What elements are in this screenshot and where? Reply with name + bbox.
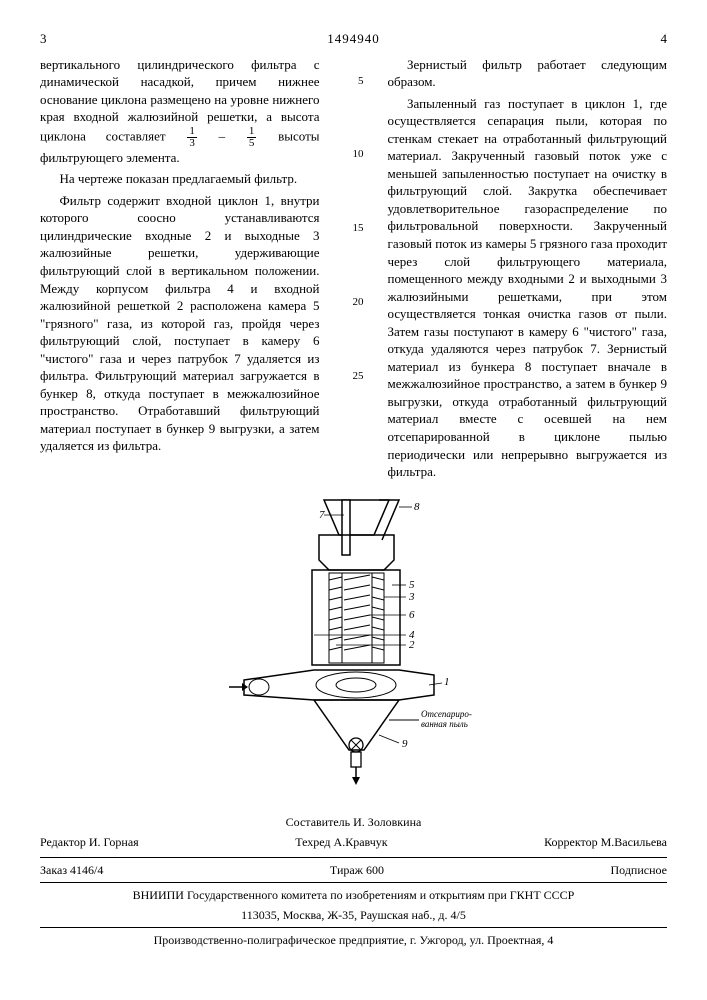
press-line: Производственно-полиграфическое предприя… xyxy=(40,932,667,948)
line-number: 15 xyxy=(344,221,364,236)
order-number: Заказ 4146/4 xyxy=(40,862,103,878)
dust-label: Отсепариро- ванная пыль xyxy=(421,709,474,729)
fraction: 1 3 xyxy=(187,126,197,149)
line-number: 20 xyxy=(344,295,364,310)
footer-order-line: Заказ 4146/4 Тираж 600 Подписное xyxy=(40,862,667,878)
callout-7: 7 xyxy=(319,509,325,521)
line-number: 25 xyxy=(344,369,364,384)
org-line-1: ВНИИПИ Государственного комитета по изоб… xyxy=(40,887,667,903)
corrector-credit: Корректор М.Васильева xyxy=(544,834,667,850)
left-column: вертикального цилиндрического фильтра с … xyxy=(40,56,320,485)
divider xyxy=(40,927,667,928)
paragraph: вертикального цилиндрического фильтра с … xyxy=(40,56,320,167)
callout-8: 8 xyxy=(414,501,420,513)
divider xyxy=(40,882,667,883)
text-columns: вертикального цилиндрического фильтра с … xyxy=(40,56,667,485)
paragraph: Зернистый фильтр работает следующим обра… xyxy=(388,56,668,91)
right-column: Зернистый фильтр работает следующим обра… xyxy=(388,56,668,485)
callout-3: 3 xyxy=(408,591,415,603)
technical-figure: 7 8 5 3 6 4 2 1 9 Отсепариро- ванная пыл… xyxy=(40,495,667,800)
tirazh: Тираж 600 xyxy=(330,862,384,878)
subscription: Подписное xyxy=(611,862,668,878)
paragraph: Фильтр содержит входной циклон 1, внутри… xyxy=(40,192,320,455)
document-number: 1494940 xyxy=(47,30,661,48)
filter-diagram-svg: 7 8 5 3 6 4 2 1 9 Отсепариро- ванная пыл… xyxy=(224,495,484,795)
org-line-2: 113035, Москва, Ж-35, Раушская наб., д. … xyxy=(40,907,667,923)
callout-9: 9 xyxy=(402,738,408,750)
line-number: 5 xyxy=(344,74,364,89)
page-number-right: 4 xyxy=(661,30,668,48)
fraction: 1 5 xyxy=(247,126,257,149)
callout-2: 2 xyxy=(409,639,415,651)
credits-row: Редактор И. Горная Техред А.Кравчук Корр… xyxy=(40,834,667,850)
compiler-credit: Составитель И. Золовкина xyxy=(40,814,667,830)
editor-credit: Редактор И. Горная xyxy=(40,834,139,850)
paragraph: На чертеже показан предлагаемый фильтр. xyxy=(40,170,320,188)
tech-credit: Техред А.Кравчук xyxy=(295,834,387,850)
divider xyxy=(40,857,667,858)
line-number-gutter: 5 10 15 20 25 xyxy=(344,56,364,485)
paragraph: Запыленный газ поступает в циклон 1, где… xyxy=(388,95,668,481)
line-number: 10 xyxy=(344,147,364,162)
page-header: 3 1494940 4 xyxy=(40,30,667,48)
callout-1: 1 xyxy=(444,676,450,688)
callout-6: 6 xyxy=(409,609,415,621)
callout-5: 5 xyxy=(409,579,415,591)
